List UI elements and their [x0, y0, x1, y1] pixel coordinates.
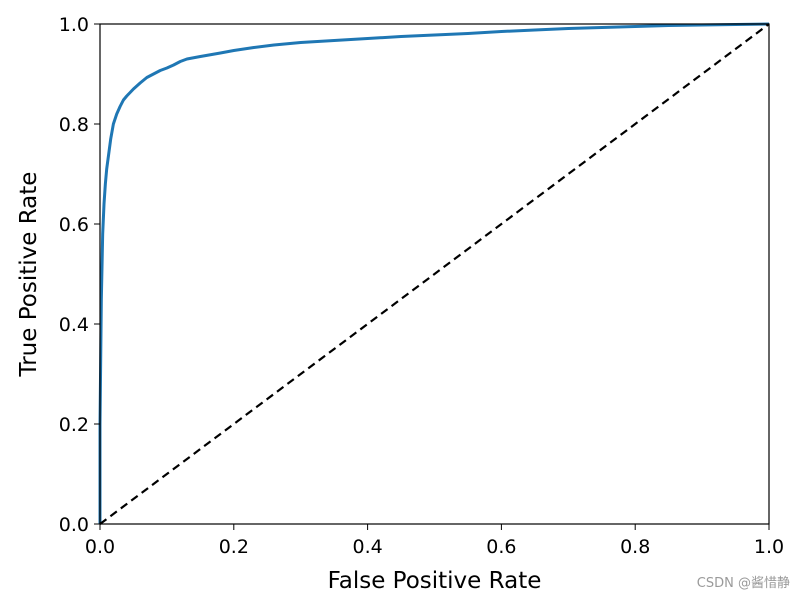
- plot-frame: [99, 23, 770, 525]
- x-tick-label: 0.8: [620, 536, 650, 558]
- x-tick-label: 0.4: [352, 536, 382, 558]
- x-axis-ticks: 0.0 0.2 0.4 0.6 0.8 1.0: [85, 524, 784, 558]
- x-tick-label: 0.2: [219, 536, 249, 558]
- x-tick-label: 1.0: [754, 536, 784, 558]
- y-tick-label: 1.0: [59, 14, 89, 36]
- roc-curve-line: [98, 22, 770, 524]
- x-axis-title: False Positive Rate: [328, 568, 542, 594]
- y-axis-ticks: 0.0 0.2 0.4 0.6 0.8 1.0: [59, 14, 100, 536]
- y-tick-label: 0.0: [59, 514, 89, 536]
- y-tick-label: 0.2: [59, 414, 89, 436]
- y-axis-title: True Positive Rate: [16, 172, 42, 378]
- y-tick-label: 0.4: [59, 314, 89, 336]
- diagonal-reference-line: [99, 23, 770, 525]
- watermark-text: CSDN @酱惜静: [697, 576, 790, 591]
- plot-marks: [98, 22, 770, 525]
- y-tick-label: 0.8: [59, 114, 89, 136]
- x-tick-label: 0.6: [486, 536, 516, 558]
- y-tick-label: 0.6: [59, 214, 89, 236]
- x-tick-label: 0.0: [85, 536, 115, 558]
